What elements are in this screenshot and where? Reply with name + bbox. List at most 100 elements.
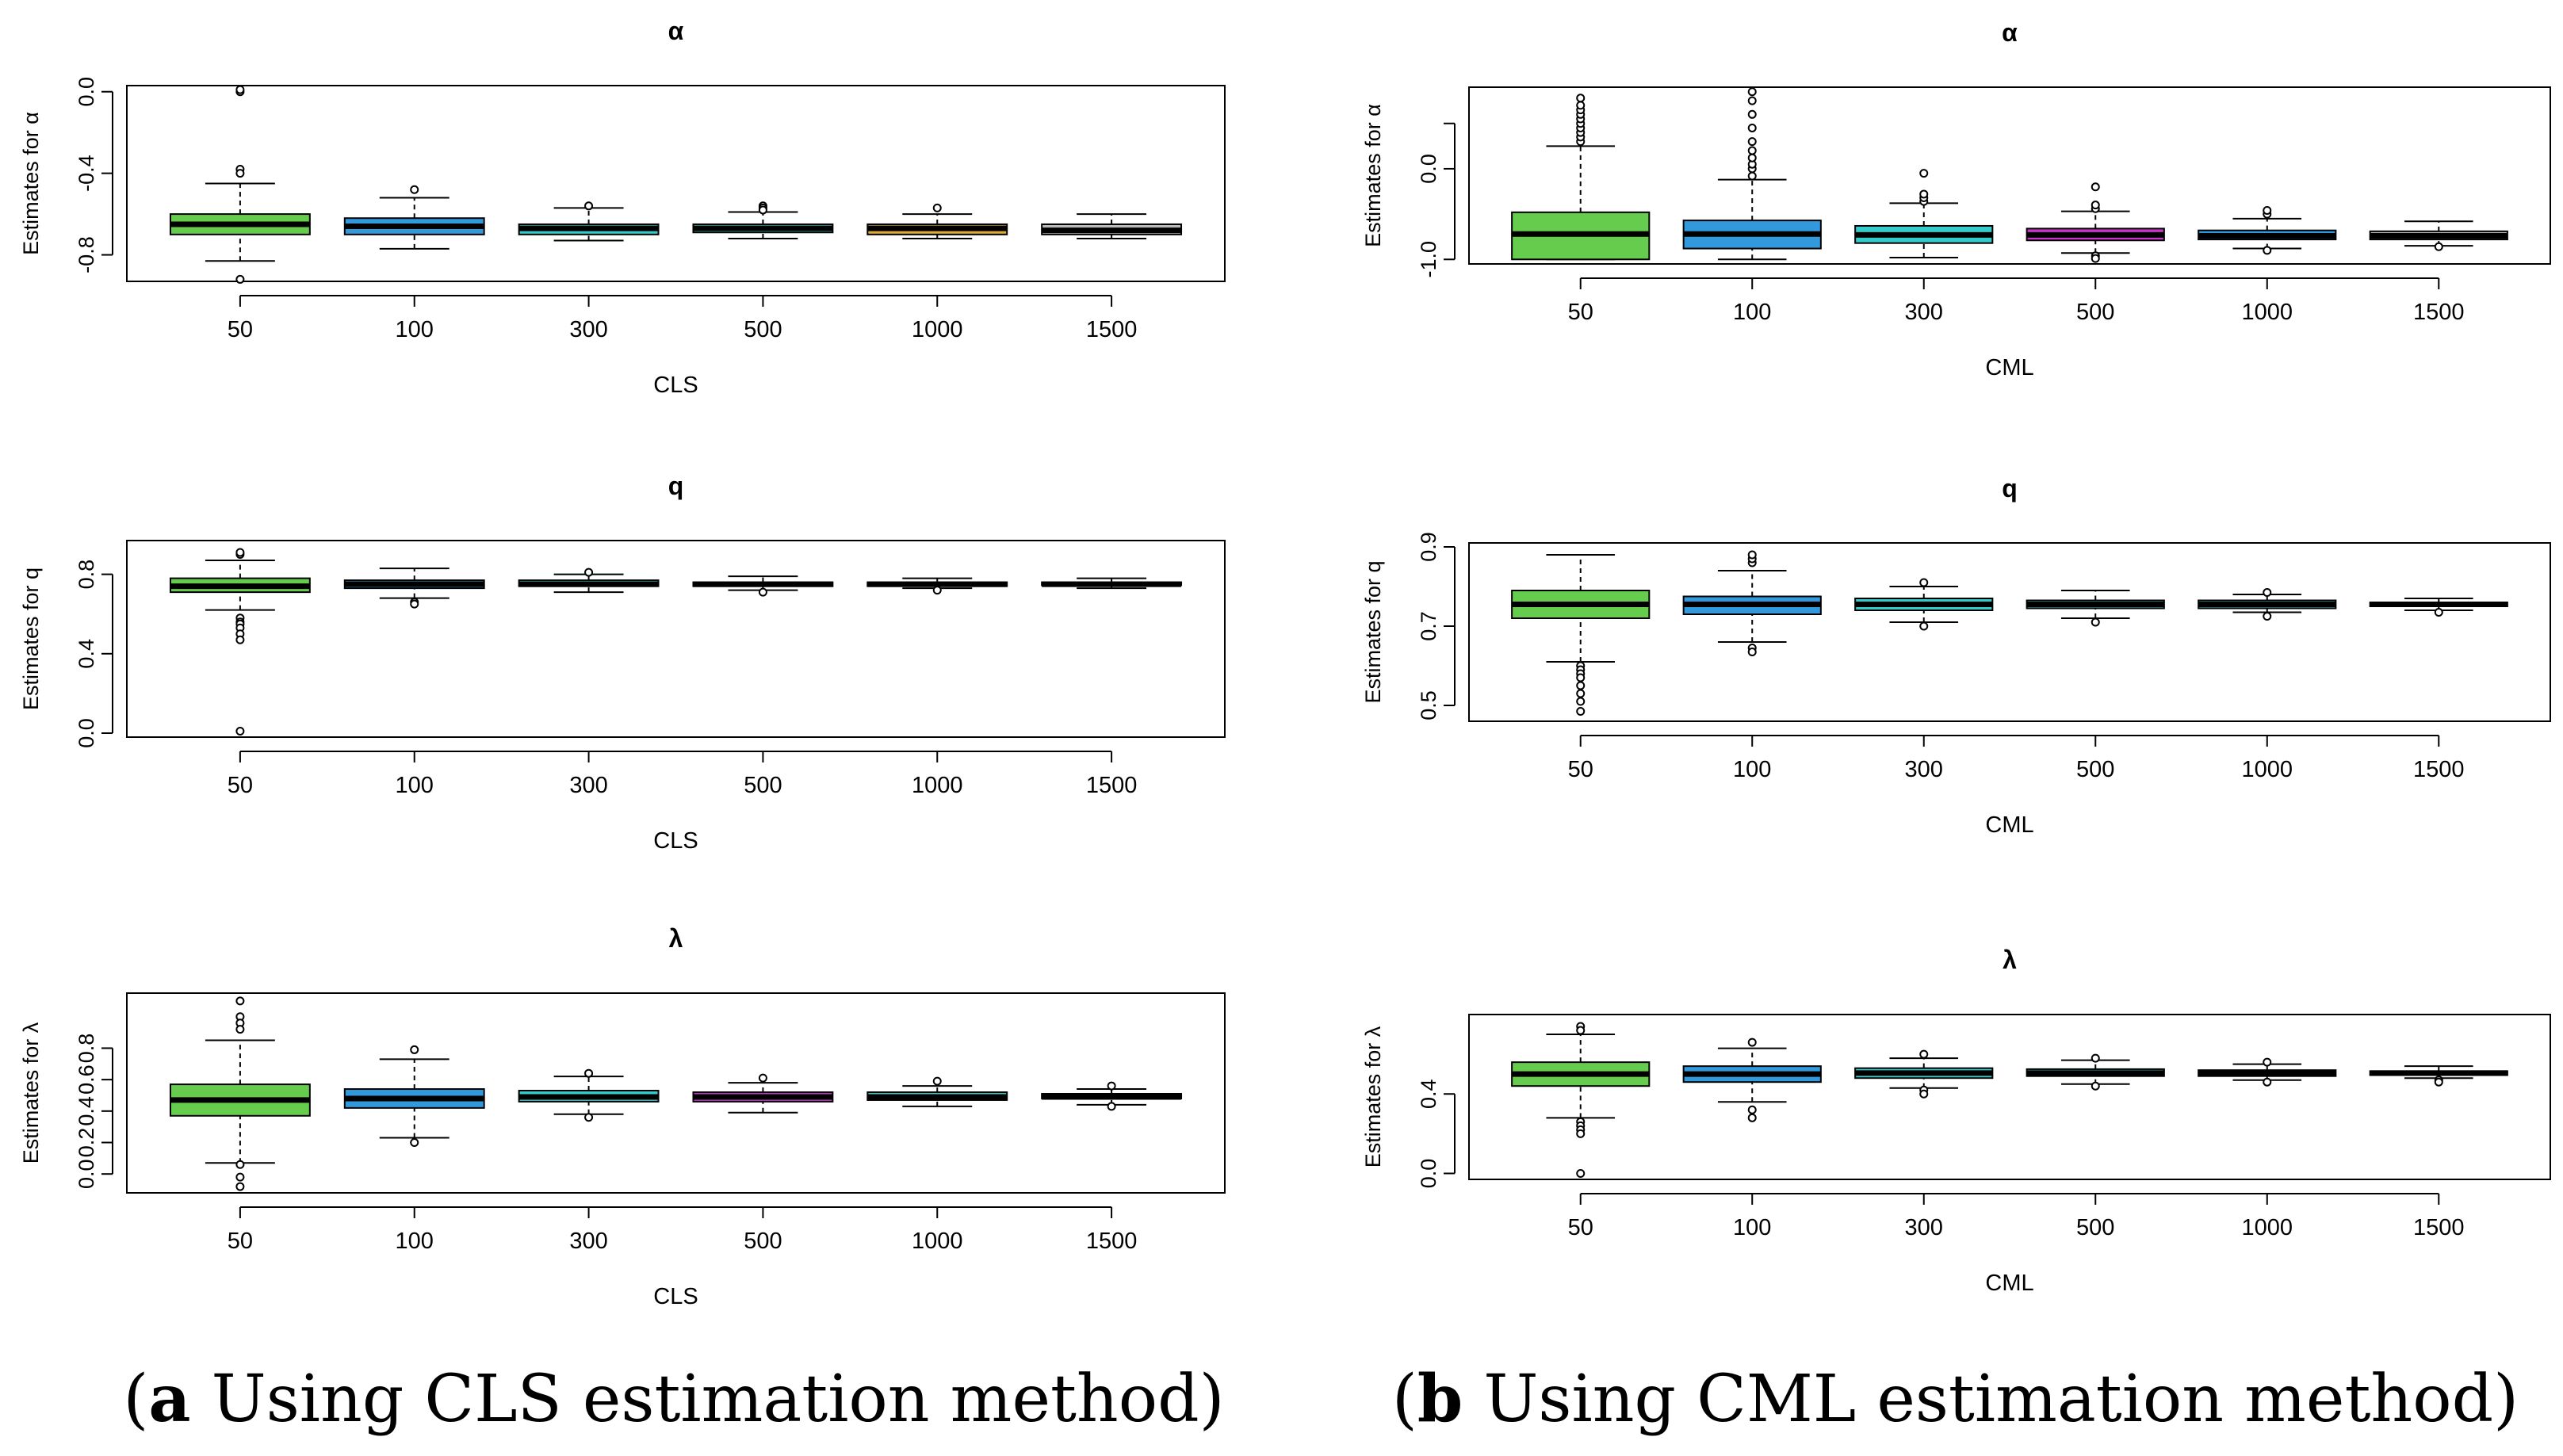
chart-cml-lambda: λ 50 100 300 500 1000 1500 CML 0.0 0.4 Estimates f… [1361, 946, 2551, 1296]
outlier-point [1747, 648, 1757, 656]
x-tick-label: 100 [396, 1229, 434, 1254]
outlier-point [2091, 182, 2100, 192]
x-axis-label: CLS [653, 828, 698, 854]
outlier-point [235, 726, 245, 736]
outlier-point [1576, 94, 1586, 103]
outlier-point [1747, 171, 1757, 181]
outlier-point [584, 1113, 594, 1122]
y-tick-label: 0.6 [75, 1064, 98, 1095]
x-tick-label: 300 [1905, 757, 1943, 782]
box-300 [518, 1068, 660, 1122]
outlier-point [2091, 1081, 2100, 1091]
outlier-point [1107, 1081, 1116, 1091]
x-tick-label: 1000 [912, 773, 963, 798]
box-500 [2026, 590, 2165, 627]
outlier-point [2263, 588, 2272, 597]
x-tick-label: 50 [1568, 300, 1593, 325]
box-1000 [2198, 1057, 2337, 1087]
box-300 [1854, 169, 1994, 258]
x-tick-label: 1000 [2242, 300, 2293, 325]
outlier-point [1576, 673, 1586, 682]
outlier-point [235, 996, 245, 1006]
chart-cls-lambda: λ 50 100 300 500 1000 1500 CLS 0.00.20.40.60.8 Es… [19, 924, 1226, 1309]
outlier-point [2434, 242, 2443, 251]
box-100 [1682, 550, 1822, 656]
outlier-point [1747, 96, 1757, 105]
outlier-point [2263, 1077, 2272, 1087]
outlier-point [1919, 578, 1929, 587]
y-tick-label: 0.0 [75, 1159, 98, 1189]
x-tick-label: 300 [569, 773, 607, 798]
outlier-point [410, 599, 419, 609]
box-100 [1682, 87, 1822, 261]
box-50 [1511, 1022, 1651, 1178]
outlier-point [1747, 109, 1757, 119]
outlier-point [1576, 1129, 1586, 1138]
outlier-point [584, 201, 594, 211]
x-axis-label: CLS [653, 1284, 698, 1309]
chart-title: q [2002, 474, 2018, 503]
box-300 [1854, 578, 1994, 631]
box-500 [692, 1073, 834, 1114]
box-100 [343, 185, 485, 250]
outlier-point [584, 1068, 594, 1078]
outlier-point [1747, 137, 1757, 147]
outlier-point [2263, 246, 2272, 255]
outlier-point [584, 567, 594, 577]
outlier-point [2091, 254, 2100, 263]
outlier-point [235, 1172, 245, 1182]
box-500 [692, 575, 834, 597]
outlier-point [1747, 123, 1757, 132]
box-1500 [1041, 577, 1183, 590]
box-500 [2026, 182, 2165, 263]
outlier-point [2263, 612, 2272, 621]
outlier-point [235, 1182, 245, 1191]
x-tick-label: 50 [1568, 757, 1593, 782]
outlier-point [932, 586, 942, 595]
y-tick-label: -0.8 [75, 236, 98, 273]
outlier-point [1919, 169, 1929, 178]
x-tick-label: 500 [744, 773, 782, 798]
x-tick-label: 100 [1733, 300, 1771, 325]
outlier-point [235, 85, 245, 94]
outlier-point [2434, 608, 2443, 617]
box-50 [169, 996, 311, 1191]
y-axis-label: Estimates for α [19, 112, 43, 255]
x-tick-label: 500 [744, 1229, 782, 1254]
x-tick-label: 1500 [2413, 757, 2465, 782]
box-50 [169, 548, 311, 736]
outlier-point [1576, 697, 1586, 706]
chart-cml-alpha: α 50 100 300 500 1000 1500 CML 0.0 -1.0 Estimates … [1361, 18, 2551, 380]
outlier-point [235, 635, 245, 644]
outlier-point [235, 274, 245, 284]
box-300 [1854, 1049, 1994, 1099]
outlier-point [758, 205, 767, 215]
outlier-point [235, 1025, 245, 1034]
chart-title: q [668, 472, 684, 500]
box-300 [518, 567, 660, 594]
y-tick-label: 0.0 [75, 77, 98, 107]
x-tick-label: 50 [1568, 1215, 1593, 1240]
outlier-point [1747, 1105, 1757, 1114]
y-tick-label: 0.9 [1417, 532, 1440, 562]
y-tick-label: 0.7 [1417, 611, 1440, 641]
y-tick-label: -1.0 [1417, 241, 1440, 278]
outlier-point [2434, 1077, 2443, 1087]
plot-frame [1468, 86, 2551, 265]
x-tick-label: 500 [744, 317, 782, 342]
outlier-point [2263, 206, 2272, 216]
chart-cls-alpha: α 50 100 300 500 1000 1500 CLS 0.0 -0.4 -0.8 Estima… [19, 17, 1226, 398]
x-tick-label: 50 [228, 773, 253, 798]
outlier-point [235, 1160, 245, 1169]
outlier-point [1919, 189, 1929, 199]
outlier-point [410, 185, 419, 194]
outlier-point [1576, 1026, 1586, 1035]
outlier-point [1576, 681, 1586, 690]
x-tick-label: 300 [1905, 300, 1943, 325]
y-tick-label: 0.0 [75, 718, 98, 748]
y-tick-label: 0.2 [75, 1128, 98, 1158]
x-axis-label: CML [1985, 355, 2033, 380]
chart-cls-q: q 50 100 300 500 1000 1500 CLS 0.0 0.4 0.8 Estimate… [19, 472, 1226, 854]
plot-frame [1468, 1014, 2551, 1180]
